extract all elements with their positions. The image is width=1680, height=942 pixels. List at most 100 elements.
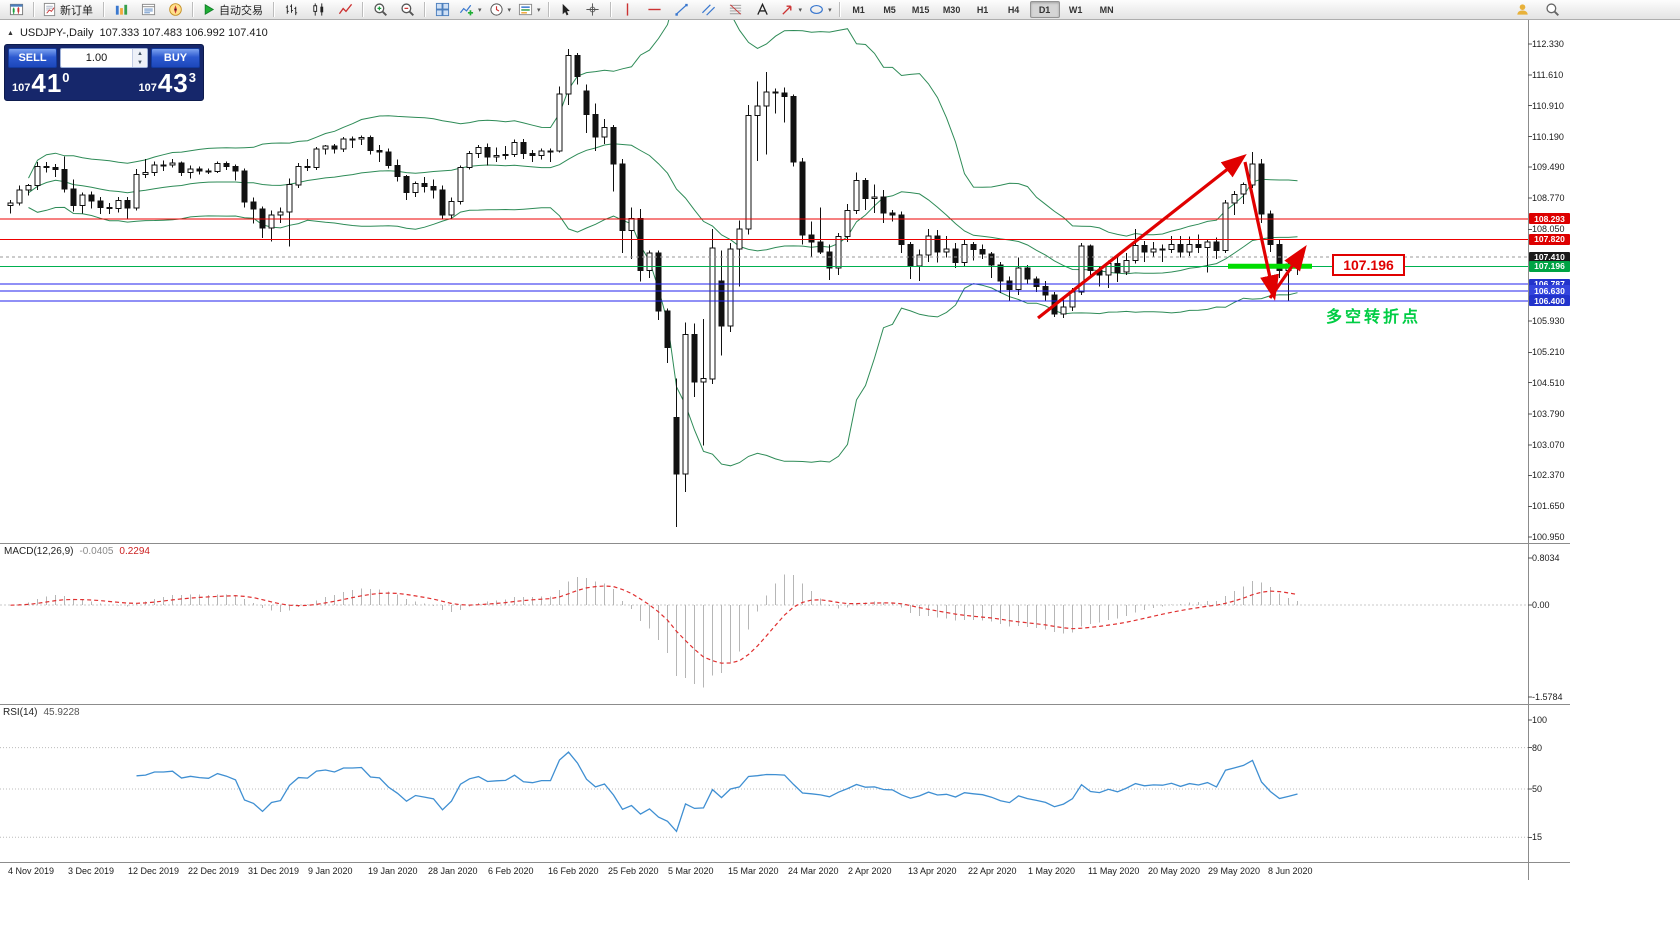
volume-value[interactable]: 1.00 [85, 52, 108, 64]
y-axis-tick: 108.050 [1532, 224, 1565, 235]
rsi-axis-label: 15 [1532, 832, 1543, 843]
x-axis-label: 2 Apr 2020 [848, 866, 892, 876]
x-axis-label: 22 Dec 2019 [188, 866, 240, 876]
zoom-in-button[interactable] [367, 0, 393, 19]
y-axis-tick: 105.930 [1532, 316, 1565, 327]
community-button[interactable] [1509, 0, 1535, 19]
vline-button[interactable] [615, 0, 641, 19]
sell-price-small: 107 [12, 82, 31, 94]
toolbar-separator [362, 2, 363, 17]
x-axis-label: 16 Feb 2020 [548, 866, 599, 876]
chart-annotations[interactable] [1037, 154, 1312, 320]
data-window-button[interactable] [135, 0, 161, 19]
autotrading-button[interactable]: 自动交易 [197, 0, 269, 19]
dropdown-caret-icon[interactable]: ▾ [537, 6, 541, 14]
timeframe-button-mn[interactable]: MN [1099, 4, 1114, 15]
rsi-axis-label: 50 [1532, 784, 1543, 794]
tile-windows-button[interactable] [429, 0, 455, 19]
panel-separators[interactable] [0, 20, 1570, 880]
buy-button[interactable]: BUY [151, 48, 200, 68]
x-axis-label: 6 Feb 2020 [488, 866, 534, 876]
price-tag: 106.787 [1529, 278, 1570, 290]
line-chart-button[interactable] [332, 0, 358, 19]
timeframe-button-m30[interactable]: M30 [942, 4, 961, 15]
dropdown-caret-icon[interactable]: ▾ [828, 6, 832, 14]
buy-price-big: 43 [157, 68, 189, 98]
x-axis-label: 15 Mar 2020 [728, 866, 779, 876]
candlestick-series [7, 48, 1301, 527]
crosshair-button[interactable] [580, 0, 606, 19]
sell-price: 107 41 0 [12, 70, 70, 96]
price-annotation-box[interactable]: 107.196 [1332, 254, 1405, 276]
symbol-marker-icon: ▲ [7, 29, 14, 37]
ohlc-values: 107.333 107.483 106.992 107.410 [99, 27, 268, 39]
market-watch-icon [115, 4, 127, 15]
periods-button[interactable]: ▾ [486, 0, 515, 19]
volume-decrease-button[interactable]: ▼ [133, 58, 147, 67]
toolbar-separator [424, 2, 425, 17]
trendline-button[interactable] [669, 0, 695, 19]
volume-increase-button[interactable]: ▲ [133, 49, 147, 58]
zoom-out-button[interactable] [394, 0, 420, 19]
price-tag: 108.293 [1529, 213, 1570, 225]
templates-button[interactable]: ▾ [515, 0, 544, 19]
dropdown-caret-icon[interactable]: ▾ [507, 6, 512, 14]
community-icon [1516, 4, 1528, 15]
x-axis-label: 13 Apr 2020 [908, 866, 957, 876]
timeframe-button-h1[interactable]: H1 [976, 4, 989, 15]
price-tag: 106.400 [1529, 295, 1570, 307]
tile-windows-icon [435, 2, 449, 17]
volume-input[interactable]: 1.00 ▲ ▼ [60, 48, 148, 68]
new-order-button[interactable]: 新订单 [38, 0, 99, 19]
dropdown-caret-icon[interactable]: ▾ [798, 6, 803, 14]
navigator-button[interactable] [162, 0, 188, 19]
timeframe-button-d1[interactable]: D1 [1029, 1, 1060, 18]
timeframe-button-h4[interactable]: H4 [1007, 4, 1020, 15]
x-axis-label: 20 May 2020 [1148, 866, 1201, 876]
turning-point-label[interactable]: 多空转折点 [1326, 309, 1422, 326]
hline-button[interactable] [642, 0, 668, 19]
arrows-button[interactable]: ▾ [777, 0, 806, 19]
navigator-icon [168, 3, 182, 16]
timeframe-button-m1[interactable]: M1 [852, 4, 865, 15]
dropdown-caret-icon[interactable]: ▾ [478, 6, 482, 14]
macd-signal-line [10, 585, 1298, 664]
bar-chart-icon [285, 4, 297, 16]
toolbar-button-label: 自动交易 [219, 4, 263, 17]
new-chart-button[interactable] [3, 0, 29, 19]
y-axis-tick: 103.070 [1532, 439, 1565, 450]
indicators-button[interactable]: ▾ [456, 0, 485, 19]
timeframe-button-m5[interactable]: M5 [883, 4, 896, 15]
y-axis-tick: 103.790 [1532, 408, 1565, 419]
text-button[interactable] [750, 0, 776, 19]
zoom-in-icon [373, 3, 387, 16]
price-tag: 107.196 [1529, 260, 1570, 272]
x-axis-label: 5 Mar 2020 [668, 866, 714, 876]
macd-label: MACD(12,26,9) -0.0405 0.2294 [4, 546, 150, 557]
bar-chart-button[interactable] [278, 0, 304, 19]
y-axis-tick: 109.490 [1532, 161, 1565, 172]
rsi-axis-label: 100 [1532, 715, 1548, 725]
search-button[interactable] [1539, 0, 1565, 19]
x-axis-label: 8 Jun 2020 [1268, 866, 1313, 876]
trend-arrow[interactable] [1243, 161, 1279, 301]
trendline-icon [675, 3, 688, 16]
shapes-icon [810, 4, 823, 15]
channel-button[interactable] [696, 0, 722, 19]
horizontal-levels[interactable] [0, 218, 1528, 302]
autotrading-icon [204, 3, 215, 16]
shapes-button[interactable]: ▾ [806, 0, 835, 19]
trend-arrow[interactable] [1037, 154, 1247, 320]
timeframe-button-m15[interactable]: M15 [911, 4, 930, 15]
candlestick-chart-button[interactable] [305, 0, 331, 19]
fibonacci-button[interactable] [723, 0, 749, 19]
timeframe-button-w1[interactable]: W1 [1068, 4, 1083, 15]
macd-main-value: -0.0405 [79, 546, 114, 557]
cursor-button[interactable] [553, 0, 579, 19]
market-watch-button[interactable] [108, 0, 134, 19]
sell-button[interactable]: SELL [8, 48, 57, 68]
fibonacci-icon [729, 4, 742, 15]
trend-arrow[interactable] [1268, 245, 1307, 299]
toolbar-separator [33, 2, 34, 17]
